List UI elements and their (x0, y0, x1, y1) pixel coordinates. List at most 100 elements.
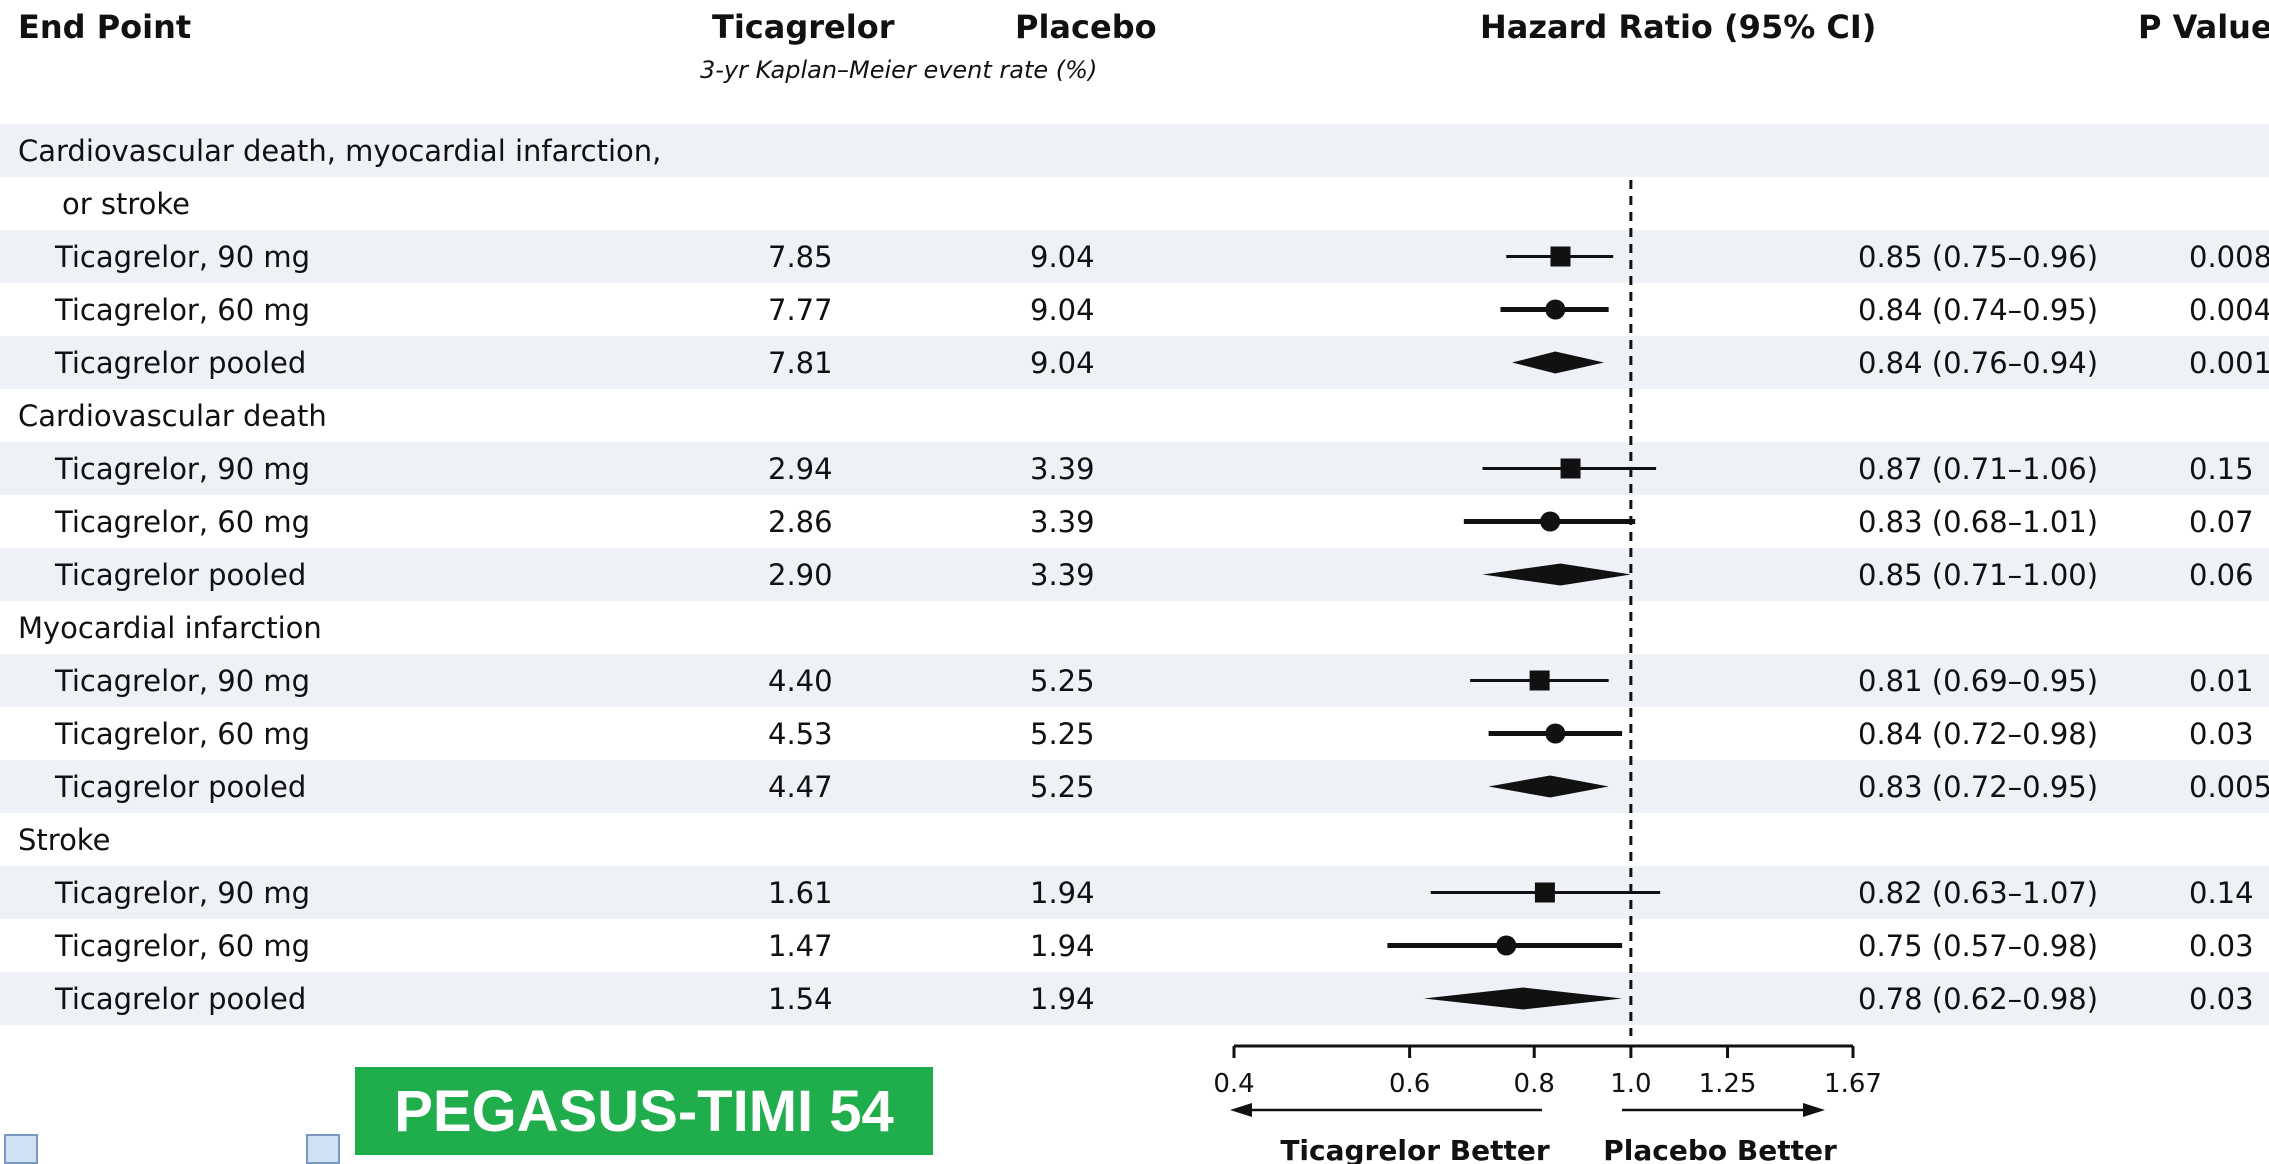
table-row: Ticagrelor pooled 1.54 1.94 0.78 (0.62–0.98… (0, 972, 2269, 1025)
hazard-ratio-ci: 0.84 (0.74–0.95) (1858, 292, 2099, 327)
table-row: Ticagrelor, 60 mg 1.47 1.94 0.75 (0.57–0.98… (0, 919, 2269, 972)
row-label: Ticagrelor, 60 mg (55, 292, 311, 327)
table-row: Ticagrelor, 90 mg 7.85 9.04 0.85 (0.75–0.96… (0, 230, 2269, 283)
hazard-ratio-ci: 0.85 (0.75–0.96) (1858, 239, 2099, 274)
table-row: Ticagrelor, 90 mg 2.94 3.39 0.87 (0.71–1.06… (0, 442, 2269, 495)
p-value: 0.005 (2189, 769, 2269, 804)
placebo-rate: 1.94 (1030, 928, 1095, 963)
trial-name-badge: PEGASUS-TIMI 54 (355, 1067, 933, 1155)
ticagrelor-rate: 7.81 (768, 345, 833, 380)
hazard-ratio-ci: 0.82 (0.63–1.07) (1858, 875, 2099, 910)
hazard-ratio-ci: 0.85 (0.71–1.00) (1858, 557, 2099, 592)
ticagrelor-rate: 7.77 (768, 292, 833, 327)
row-label: Ticagrelor pooled (55, 557, 307, 592)
table-row: Ticagrelor pooled 2.90 3.39 0.85 (0.71–1.00… (0, 548, 2269, 601)
p-value: 0.001 (2189, 345, 2269, 380)
hazard-ratio-ci: 0.75 (0.57–0.98) (1858, 928, 2099, 963)
row-label: Ticagrelor, 60 mg (55, 928, 311, 963)
placebo-rate: 9.04 (1030, 239, 1095, 274)
arrow-head-right (1803, 1103, 1825, 1117)
table-row: Ticagrelor, 60 mg 4.53 5.25 0.84 (0.72–0.98… (0, 707, 2269, 760)
header-hazard-ratio: Hazard Ratio (95% CI) (1480, 8, 1877, 46)
table-row: Ticagrelor, 90 mg 4.40 5.25 0.81 (0.69–0.95… (0, 654, 2269, 707)
placebo-rate: 9.04 (1030, 345, 1095, 380)
group-label: Myocardial infarction (18, 610, 322, 645)
group-label: Cardiovascular death (18, 398, 327, 433)
p-value: 0.03 (2189, 716, 2254, 751)
point-estimate-circle (1540, 511, 1561, 532)
hazard-ratio-ci: 0.83 (0.68–1.01) (1858, 504, 2099, 539)
row-label: Ticagrelor, 90 mg (55, 239, 311, 274)
placebo-better-label: Placebo Better (1603, 1134, 1837, 1164)
table-row: Ticagrelor pooled 4.47 5.25 0.83 (0.72–0.95… (0, 760, 2269, 813)
point-estimate-square (1550, 246, 1571, 267)
placebo-rate: 1.94 (1030, 981, 1095, 1016)
ticagrelor-rate: 4.40 (768, 663, 833, 698)
placebo-rate: 1.94 (1030, 875, 1095, 910)
p-value: 0.004 (2189, 292, 2269, 327)
point-estimate-circle (1545, 299, 1566, 320)
p-value: 0.01 (2189, 663, 2254, 698)
hazard-ratio-ci: 0.84 (0.72–0.98) (1858, 716, 2099, 751)
x-tick-label: 1.0 (1610, 1069, 1651, 1099)
x-tick-label: 1.67 (1824, 1069, 1882, 1099)
point-estimate-circle (1545, 723, 1566, 744)
table-row: Ticagrelor pooled 7.81 9.04 0.84 (0.76–0.94… (0, 336, 2269, 389)
group-header-row: Cardiovascular death (0, 389, 2269, 442)
row-label: Ticagrelor, 60 mg (55, 716, 311, 751)
header-ticagrelor: Ticagrelor (712, 8, 895, 46)
hazard-ratio-ci: 0.78 (0.62–0.98) (1858, 981, 2099, 1016)
x-tick-label: 0.6 (1389, 1069, 1430, 1099)
group-header-row: Cardiovascular death, myocardial infarct… (0, 124, 2269, 177)
row-label: Ticagrelor, 90 mg (55, 663, 311, 698)
pooled-estimate-diamond (1482, 563, 1631, 586)
placebo-rate: 9.04 (1030, 292, 1095, 327)
pooled-estimate-diamond (1512, 351, 1605, 374)
point-estimate-square (1529, 670, 1550, 691)
hazard-ratio-ci: 0.84 (0.76–0.94) (1858, 345, 2099, 380)
row-label: Ticagrelor pooled (55, 769, 307, 804)
p-value: 0.06 (2189, 557, 2254, 592)
row-label: Ticagrelor, 60 mg (55, 504, 311, 539)
header-end-point: End Point (18, 8, 192, 46)
table-row: Ticagrelor, 60 mg 7.77 9.04 0.84 (0.74–0.95… (0, 283, 2269, 336)
placebo-rate: 3.39 (1030, 504, 1095, 539)
group-label: Stroke (18, 822, 111, 857)
ticagrelor-rate: 4.47 (768, 769, 833, 804)
p-value: 0.07 (2189, 504, 2254, 539)
p-value: 0.03 (2189, 928, 2254, 963)
x-tick-label: 0.4 (1213, 1069, 1254, 1099)
p-value: 0.03 (2189, 981, 2254, 1016)
ticagrelor-better-label: Ticagrelor Better (1280, 1134, 1550, 1164)
x-tick-label: 1.25 (1699, 1069, 1757, 1099)
table-row: Ticagrelor, 90 mg 1.61 1.94 0.82 (0.63–1.07… (0, 866, 2269, 919)
group-label: Cardiovascular death, myocardial infarct… (18, 133, 662, 168)
ticagrelor-rate: 1.54 (768, 981, 833, 1016)
ticagrelor-rate: 7.85 (768, 239, 833, 274)
header-p-value: P Value (2138, 8, 2269, 46)
group-label: or stroke (62, 186, 190, 221)
x-tick-label: 0.8 (1514, 1069, 1555, 1099)
point-estimate-square (1534, 882, 1555, 903)
image-icon (4, 1134, 38, 1164)
placebo-rate: 5.25 (1030, 716, 1095, 751)
ticagrelor-rate: 2.86 (768, 504, 833, 539)
group-header-row: Stroke (0, 813, 2269, 866)
header-event-rate-note: 3-yr Kaplan–Meier event rate (%) (700, 56, 1098, 84)
point-estimate-square (1560, 458, 1581, 479)
ticagrelor-rate: 1.47 (768, 928, 833, 963)
pooled-estimate-diamond (1423, 987, 1623, 1010)
ticagrelor-rate: 2.90 (768, 557, 833, 592)
group-header-row: or stroke (0, 177, 2269, 230)
row-label: Ticagrelor, 90 mg (55, 451, 311, 486)
pooled-estimate-diamond (1488, 775, 1609, 798)
table-row: Ticagrelor, 60 mg 2.86 3.39 0.83 (0.68–1.01… (0, 495, 2269, 548)
arrow-head-left (1230, 1103, 1252, 1117)
ticagrelor-rate: 4.53 (768, 716, 833, 751)
image-icon (306, 1134, 340, 1164)
ticagrelor-rate: 2.94 (768, 451, 833, 486)
placebo-rate: 5.25 (1030, 663, 1095, 698)
row-label: Ticagrelor pooled (55, 981, 307, 1016)
